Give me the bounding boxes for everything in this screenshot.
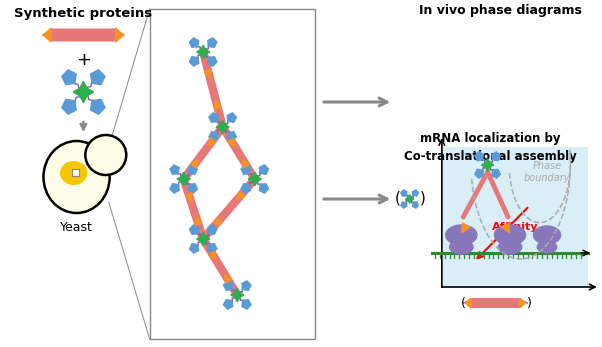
Polygon shape bbox=[116, 28, 124, 42]
Polygon shape bbox=[228, 138, 235, 146]
Polygon shape bbox=[191, 160, 198, 168]
Ellipse shape bbox=[85, 135, 126, 175]
Text: Yeast: Yeast bbox=[60, 221, 93, 234]
Text: Phase
boundary: Phase boundary bbox=[524, 161, 570, 183]
Polygon shape bbox=[248, 172, 261, 186]
Ellipse shape bbox=[494, 225, 526, 245]
Text: ): ) bbox=[527, 296, 532, 310]
Polygon shape bbox=[520, 298, 526, 308]
Polygon shape bbox=[237, 192, 244, 200]
Polygon shape bbox=[43, 28, 51, 42]
Polygon shape bbox=[501, 223, 509, 233]
Polygon shape bbox=[225, 274, 232, 283]
Ellipse shape bbox=[445, 225, 477, 245]
Polygon shape bbox=[197, 45, 209, 59]
Text: In vivo phase diagrams: In vivo phase diagrams bbox=[419, 4, 582, 17]
Polygon shape bbox=[185, 193, 192, 201]
Polygon shape bbox=[214, 218, 221, 226]
Polygon shape bbox=[205, 70, 211, 78]
Ellipse shape bbox=[533, 226, 560, 244]
Text: (: ( bbox=[461, 296, 466, 310]
Polygon shape bbox=[462, 223, 470, 233]
Polygon shape bbox=[209, 251, 216, 260]
Polygon shape bbox=[243, 159, 250, 168]
Text: Affinity: Affinity bbox=[492, 222, 539, 232]
Ellipse shape bbox=[43, 141, 110, 213]
Text: mRNA localization by
Co-translational assembly: mRNA localization by Co-translational as… bbox=[404, 132, 577, 163]
FancyBboxPatch shape bbox=[150, 9, 315, 339]
Polygon shape bbox=[197, 232, 209, 246]
Text: Synthetic proteins: Synthetic proteins bbox=[14, 7, 152, 20]
Polygon shape bbox=[177, 172, 190, 186]
Text: ): ) bbox=[420, 191, 425, 205]
Text: +: + bbox=[76, 51, 91, 69]
Polygon shape bbox=[482, 159, 494, 171]
Ellipse shape bbox=[498, 240, 522, 254]
Polygon shape bbox=[208, 138, 216, 146]
Ellipse shape bbox=[450, 240, 473, 254]
Polygon shape bbox=[73, 82, 94, 103]
FancyBboxPatch shape bbox=[50, 28, 117, 42]
FancyBboxPatch shape bbox=[470, 298, 521, 308]
Ellipse shape bbox=[537, 241, 557, 253]
Ellipse shape bbox=[60, 161, 87, 185]
Polygon shape bbox=[231, 288, 244, 302]
Polygon shape bbox=[195, 217, 202, 225]
Bar bbox=[442, 147, 588, 287]
Polygon shape bbox=[406, 195, 414, 203]
Polygon shape bbox=[465, 298, 471, 308]
Text: (: ( bbox=[395, 191, 401, 205]
Polygon shape bbox=[216, 120, 229, 134]
Polygon shape bbox=[214, 101, 221, 109]
Bar bbox=[72, 169, 79, 176]
